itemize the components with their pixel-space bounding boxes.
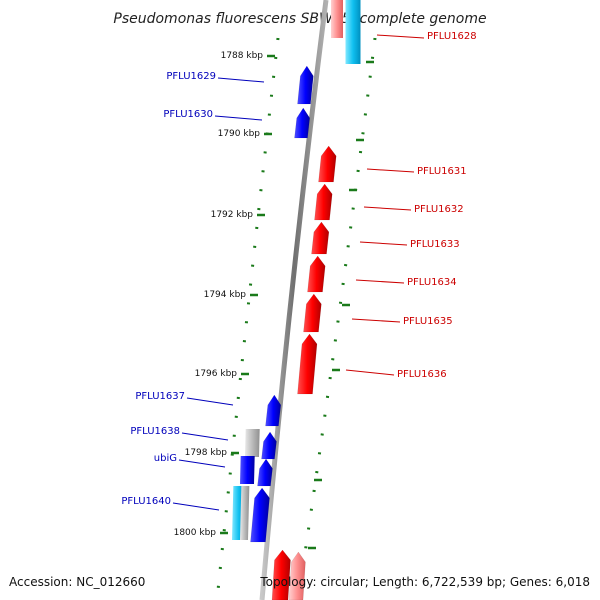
gene-label-leader: [359, 241, 408, 246]
gene-reverse[interactable]: [240, 456, 255, 484]
gene-label-leader: [214, 115, 263, 121]
gene-forward[interactable]: [307, 255, 326, 293]
gene-label[interactable]: PFLU1638: [130, 426, 180, 437]
gene-label-leader: [217, 77, 265, 83]
gene-forward[interactable]: [297, 333, 318, 395]
gene-features: [232, 0, 361, 600]
gene-pseudo[interactable]: [245, 429, 260, 457]
map-title: Pseudomonas fluorescens SBW25, complete …: [113, 11, 486, 27]
gene-rna[interactable]: [345, 0, 361, 64]
gene-label[interactable]: PFLU1630: [163, 109, 213, 120]
gene-reverse[interactable]: [294, 107, 311, 139]
gene-reverse[interactable]: [250, 487, 270, 543]
gene-label[interactable]: PFLU1629: [166, 71, 216, 82]
gene-partial-forward[interactable]: [288, 551, 306, 600]
ruler-tick-label: 1794 kbp: [204, 290, 247, 300]
gene-label-leader: [186, 397, 234, 406]
gene-label[interactable]: ubiG: [154, 453, 177, 464]
gene-label-leader: [355, 279, 405, 284]
gene-label[interactable]: PFLU1634: [407, 277, 457, 288]
ruler-tick-label: 1788 kbp: [221, 51, 264, 61]
gene-label-leader: [351, 318, 401, 323]
label-leader-lines: [172, 34, 425, 511]
gene-label[interactable]: PFLU1636: [397, 369, 447, 380]
ruler-tick-label: 1792 kbp: [211, 210, 254, 220]
gene-reverse[interactable]: [265, 394, 282, 427]
ruler-tick-label: 1798 kbp: [185, 448, 228, 458]
gene-label[interactable]: PFLU1633: [410, 239, 460, 250]
gene-label[interactable]: PFLU1632: [414, 204, 464, 215]
ruler-tick-label: 1790 kbp: [218, 129, 261, 139]
accession-footer: Accession: NC_012660: [9, 575, 146, 589]
ruler-tick-label: 1800 kbp: [174, 528, 217, 538]
gene-partial-forward[interactable]: [331, 0, 343, 38]
topology-footer: Topology: circular; Length: 6,722,539 bp…: [260, 575, 590, 589]
gene-reverse[interactable]: [261, 431, 277, 460]
gene-forward[interactable]: [311, 221, 330, 255]
gene-label-leader: [345, 369, 395, 376]
gene-label[interactable]: PFLU1637: [135, 391, 185, 402]
gene-forward[interactable]: [314, 183, 333, 221]
gene-label-leader: [181, 432, 229, 441]
gene-label-leader: [363, 206, 412, 211]
gene-forward[interactable]: [303, 293, 322, 333]
gene-label-leader: [376, 34, 425, 39]
gene-label-leader: [366, 168, 415, 173]
gene-forward[interactable]: [318, 145, 337, 183]
genome-backbone: [259, 0, 329, 600]
gene-label-leader: [178, 459, 226, 468]
gene-label[interactable]: PFLU1640: [121, 496, 171, 507]
gene-label[interactable]: PFLU1631: [417, 166, 467, 177]
ruler-tick-label: 1796 kbp: [195, 369, 238, 379]
gene-label-leader: [172, 502, 220, 511]
gene-labels: PFLU1628 PFLU1629 PFLU1630 PFLU1631 PFLU1632…: [121, 31, 476, 507]
gene-pseudo[interactable]: [240, 486, 250, 540]
gene-reverse[interactable]: [257, 458, 273, 487]
gene-label[interactable]: PFLU1635: [403, 316, 453, 327]
gene-reverse[interactable]: [297, 65, 314, 105]
gene-forward[interactable]: [271, 549, 291, 600]
ruler-ticks: 1788 kbp 1790 kbp 1792 kbp 1794 kbp 1796 kbp…: [174, 51, 374, 550]
gene-label[interactable]: PFLU1628: [427, 31, 477, 42]
